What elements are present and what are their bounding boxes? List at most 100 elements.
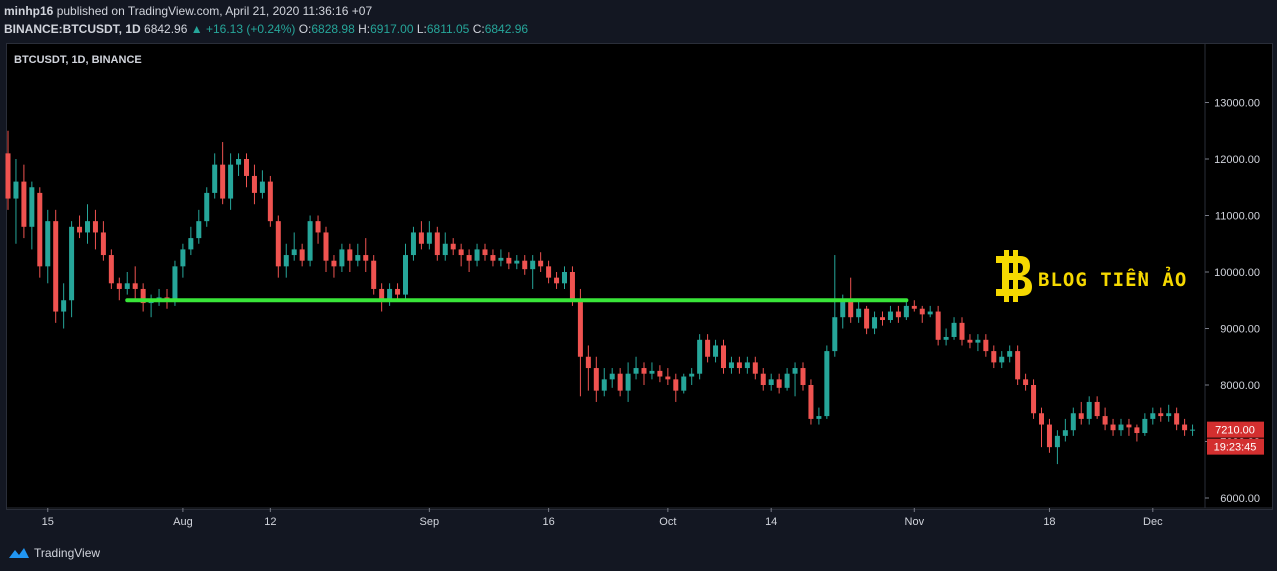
high-value: 6917.00 [370, 22, 414, 36]
candle-body [395, 288, 401, 295]
publish-info: minhp16 published on TradingView.com, Ap… [4, 4, 372, 18]
candle-body [792, 368, 798, 374]
candle-body [228, 164, 234, 199]
x-tick-label: Oct [659, 516, 676, 528]
candle-body [251, 175, 257, 193]
blog-watermark: BLOG TIỀN ẢO [994, 250, 1187, 302]
y-tick-label: 10000.00 [1214, 267, 1260, 279]
candle-body [1007, 351, 1013, 357]
candle-body [959, 322, 965, 340]
low-label: L: [416, 22, 427, 36]
candle-body [991, 351, 997, 363]
candle-body [673, 379, 679, 391]
countdown-tag [1207, 438, 1264, 455]
candle-body [482, 249, 488, 256]
high-label: H: [358, 22, 371, 36]
candle-body [1134, 427, 1140, 434]
last-price: 6842.96 [144, 22, 188, 36]
candle-body [1031, 385, 1037, 414]
candle-body [458, 249, 464, 256]
candle-body [188, 238, 194, 250]
candle-body [92, 221, 98, 233]
x-tick-label: 16 [542, 516, 554, 528]
candle-body [61, 300, 67, 312]
candle-body [538, 260, 544, 267]
candle-body [236, 159, 242, 165]
candle-body [1054, 435, 1060, 448]
y-tick-label: 8000.00 [1220, 380, 1260, 392]
candle-body [5, 153, 11, 199]
candle-body [983, 339, 989, 352]
candle-body [331, 260, 337, 267]
candle-body [410, 232, 416, 256]
candle-body [816, 416, 822, 419]
chart-frame[interactable] [6, 43, 1273, 510]
candle-body [45, 221, 51, 267]
candle-body [752, 362, 758, 374]
candle-body [784, 373, 790, 388]
candle-body [641, 368, 647, 374]
candle-body [1070, 413, 1076, 431]
candle-body [593, 368, 599, 391]
candle-body [267, 181, 273, 222]
y-tick-label: 9000.00 [1220, 324, 1260, 336]
candle-body [132, 283, 138, 289]
candle-body [1110, 424, 1116, 431]
open-value: 6828.98 [311, 22, 355, 36]
candle-body [498, 257, 504, 261]
candle-body [530, 260, 536, 270]
candle-body [323, 232, 329, 261]
candle-body [1174, 413, 1180, 425]
x-tick-label: 15 [42, 516, 54, 528]
candle-body [967, 339, 973, 343]
candle-body [466, 255, 472, 261]
y-tick-label: 12000.00 [1214, 154, 1260, 166]
candle-body [1158, 413, 1164, 417]
candle-body [617, 373, 623, 391]
candle-body [728, 362, 734, 369]
candle-body [856, 308, 862, 318]
candle-body [355, 255, 361, 261]
x-tick-label: Dec [1143, 516, 1163, 528]
published-text: published on TradingView.com, April 21, … [56, 4, 373, 18]
candle-body [927, 311, 933, 315]
candle-body [681, 376, 687, 391]
candle-body [347, 249, 353, 261]
candle-body [546, 266, 552, 278]
y-tick-label: 11000.00 [1215, 211, 1260, 223]
candle-body [1126, 424, 1132, 428]
candle-body [434, 232, 440, 256]
candle-body [387, 288, 393, 301]
candle-body [21, 181, 27, 227]
candle-body [951, 322, 957, 337]
candle-body [490, 255, 496, 261]
footer-brand[interactable]: TradingView [34, 546, 101, 560]
candle-body [601, 379, 607, 391]
candle-body [999, 356, 1005, 363]
candle-body [53, 221, 59, 312]
candle-body [872, 317, 878, 329]
x-tick-label: Sep [420, 516, 440, 528]
candle-body [418, 232, 424, 244]
candle-body [760, 373, 766, 385]
candle-body [1086, 401, 1092, 419]
author-name[interactable]: minhp16 [4, 4, 54, 18]
candle-body [800, 368, 806, 385]
candle-body [697, 339, 703, 374]
candle-body [713, 345, 719, 357]
open-label: O: [298, 22, 312, 36]
candle-body [522, 260, 528, 270]
candle-body [609, 373, 615, 380]
candle-body [1023, 379, 1029, 385]
candle-body [880, 317, 885, 321]
candle-body [736, 362, 742, 369]
candle-body [108, 255, 114, 284]
footer: TradingView [0, 540, 100, 566]
candle-body [339, 249, 345, 267]
candle-body [204, 192, 210, 222]
candle-body [450, 243, 456, 250]
candle-body [244, 159, 249, 176]
candle-body [1062, 430, 1068, 436]
tradingview-logo-icon[interactable] [8, 546, 30, 560]
